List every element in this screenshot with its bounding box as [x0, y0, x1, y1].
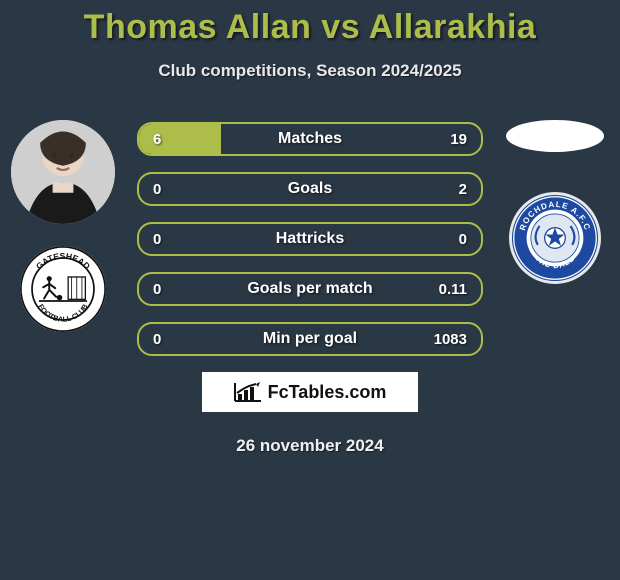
stat-right-value: 1083 — [434, 331, 467, 348]
stat-left-value: 0 — [153, 181, 161, 198]
stat-left-value: 6 — [153, 131, 161, 148]
page-subtitle: Club competitions, Season 2024/2025 — [0, 61, 620, 81]
person-icon — [11, 120, 115, 224]
stat-left-value: 0 — [153, 281, 161, 298]
stat-right-value: 0 — [459, 231, 467, 248]
page-title: Thomas Allan vs Allarakhia — [0, 0, 620, 47]
player2-club-badge: ROCHDALE A.F.C THE DALE — [509, 192, 601, 284]
stat-right-value: 2 — [459, 181, 467, 198]
stat-row-goals: 0 Goals 2 — [137, 172, 483, 206]
right-entity-column: ROCHDALE A.F.C THE DALE — [500, 120, 610, 284]
stat-label: Goals — [288, 180, 332, 198]
player1-photo — [11, 120, 115, 224]
stat-label: Hattricks — [276, 230, 344, 248]
stat-label: Min per goal — [263, 330, 357, 348]
chart-icon — [234, 382, 262, 402]
date-line: 26 november 2024 — [137, 436, 483, 456]
player1-club-badge: GATESHEAD FOOTBALL CLUB — [20, 246, 106, 332]
stat-row-goals-per-match: 0 Goals per match 0.11 — [137, 272, 483, 306]
stat-row-hattricks: 0 Hattricks 0 — [137, 222, 483, 256]
stat-left-value: 0 — [153, 231, 161, 248]
stat-row-min-per-goal: 0 Min per goal 1083 — [137, 322, 483, 356]
stat-label: Goals per match — [247, 280, 372, 298]
stat-fill-left — [139, 124, 221, 154]
stat-right-value: 19 — [450, 131, 467, 148]
brand-text: FcTables.com — [268, 382, 387, 403]
stat-right-value: 0.11 — [439, 281, 467, 298]
stats-list: 6 Matches 19 0 Goals 2 0 Hattricks 0 0 G… — [137, 122, 483, 456]
stat-left-value: 0 — [153, 331, 161, 348]
left-entity-column: GATESHEAD FOOTBALL CLUB — [8, 120, 118, 332]
stat-row-matches: 6 Matches 19 — [137, 122, 483, 156]
club-badge-icon: ROCHDALE A.F.C THE DALE — [512, 195, 598, 281]
club-badge-icon: GATESHEAD FOOTBALL CLUB — [20, 246, 106, 332]
brand-box[interactable]: FcTables.com — [202, 372, 418, 412]
stat-label: Matches — [278, 130, 342, 148]
player2-photo — [506, 120, 604, 152]
